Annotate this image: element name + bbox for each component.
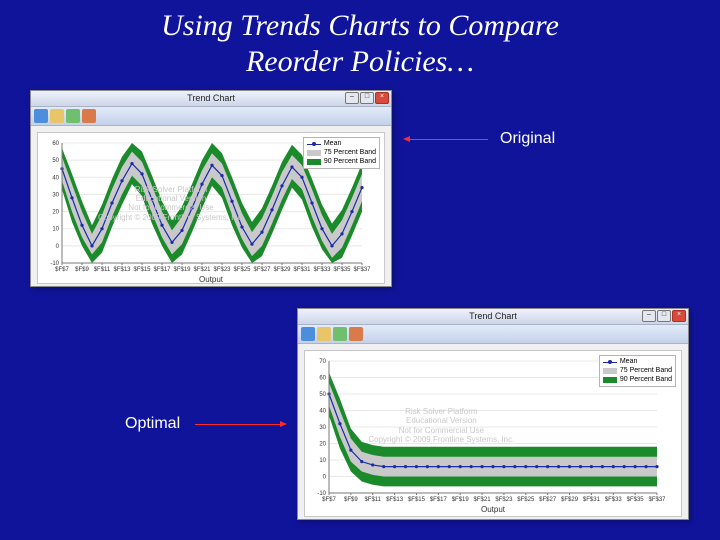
title-line-2: Reorder Policies… (246, 45, 474, 78)
svg-text:20: 20 (319, 442, 326, 448)
svg-text:$F$25: $F$25 (233, 267, 251, 273)
svg-text:50: 50 (52, 158, 59, 164)
svg-text:$F$15: $F$15 (133, 267, 151, 273)
svg-text:40: 40 (319, 409, 326, 415)
svg-text:$F$31: $F$31 (293, 267, 311, 273)
close-button[interactable]: × (672, 310, 686, 322)
toolbar-icon-0[interactable] (34, 109, 48, 123)
toolbar-icon-2[interactable] (66, 109, 80, 123)
chart-window-chart_top: Trend Chart–□×-100102030405060$F$7$F$9$F… (30, 90, 392, 287)
svg-text:$F$23: $F$23 (213, 267, 231, 273)
legend-swatch-band90 (307, 159, 321, 165)
svg-text:$F$19: $F$19 (173, 267, 191, 273)
svg-text:$F$21: $F$21 (474, 497, 492, 503)
svg-text:$F$13: $F$13 (113, 267, 131, 273)
legend-row-band75: 75 Percent Band (307, 149, 376, 158)
chart-window-chart_bottom: Trend Chart–□×-10010203040506070$F$7$F$9… (297, 308, 689, 520)
svg-text:40: 40 (52, 175, 59, 181)
legend-swatch-band90 (603, 377, 617, 383)
svg-text:$F$23: $F$23 (495, 497, 513, 503)
toolbar-icon-2[interactable] (333, 327, 347, 341)
svg-text:$F$37: $F$37 (648, 497, 666, 503)
svg-text:20: 20 (52, 210, 59, 216)
legend-swatch-mean (603, 362, 617, 363)
svg-text:$F$35: $F$35 (333, 267, 351, 273)
band-75 (329, 382, 657, 476)
svg-text:$F$11: $F$11 (94, 267, 111, 273)
svg-text:$F$7: $F$7 (322, 497, 336, 503)
svg-text:$F$27: $F$27 (539, 497, 557, 503)
svg-text:$F$7: $F$7 (55, 267, 69, 273)
toolbar-icon-0[interactable] (301, 327, 315, 341)
legend-label-mean: Mean (620, 358, 638, 367)
svg-text:$F$37: $F$37 (353, 267, 371, 273)
svg-text:0: 0 (323, 475, 327, 481)
svg-text:$F$9: $F$9 (344, 497, 358, 503)
svg-text:10: 10 (319, 458, 326, 464)
minimize-button[interactable]: – (345, 92, 359, 104)
svg-text:50: 50 (319, 392, 326, 398)
legend-swatch-mean (307, 144, 321, 145)
x-axis-title: Output (305, 505, 681, 514)
svg-text:60: 60 (319, 376, 326, 382)
legend-label-band90: 90 Percent Band (324, 158, 376, 167)
legend: Mean75 Percent Band90 Percent Band (303, 137, 380, 169)
svg-text:$F$21: $F$21 (193, 267, 211, 273)
arrow-optimal (195, 424, 280, 425)
svg-text:30: 30 (319, 425, 326, 431)
x-axis-title: Output (38, 275, 384, 284)
legend-swatch-band75 (307, 150, 321, 156)
arrow-original (410, 139, 488, 140)
svg-text:10: 10 (52, 227, 59, 233)
svg-text:30: 30 (52, 192, 59, 198)
legend-row-mean: Mean (603, 358, 672, 367)
toolbar-icon-1[interactable] (317, 327, 331, 341)
legend-row-band90: 90 Percent Band (307, 158, 376, 167)
chart-panel: -10010203040506070$F$7$F$9$F$11$F$13$F$1… (304, 350, 682, 517)
maximize-button[interactable]: □ (360, 92, 374, 104)
svg-text:$F$29: $F$29 (561, 497, 579, 503)
chart-panel: -100102030405060$F$7$F$9$F$11$F$13$F$15$… (37, 132, 385, 284)
title-line-1: Using Trends Charts to Compare (161, 9, 559, 42)
svg-text:$F$19: $F$19 (452, 497, 470, 503)
annotation-original: Original (500, 130, 555, 148)
legend-label-mean: Mean (324, 140, 342, 149)
svg-text:$F$17: $F$17 (153, 267, 171, 273)
svg-text:$F$15: $F$15 (408, 497, 426, 503)
window-toolbar (298, 325, 688, 344)
svg-text:$F$9: $F$9 (75, 267, 89, 273)
svg-text:$F$29: $F$29 (273, 267, 291, 273)
svg-text:$F$25: $F$25 (517, 497, 535, 503)
svg-text:$F$11: $F$11 (364, 497, 381, 503)
svg-text:$F$33: $F$33 (313, 267, 331, 273)
legend-swatch-band75 (603, 368, 617, 374)
window-titlebar: Trend Chart–□× (31, 91, 391, 107)
svg-text:0: 0 (56, 244, 60, 250)
legend-row-mean: Mean (307, 140, 376, 149)
toolbar-icon-3[interactable] (82, 109, 96, 123)
maximize-button[interactable]: □ (657, 310, 671, 322)
legend-label-band90: 90 Percent Band (620, 376, 672, 385)
svg-text:60: 60 (52, 141, 59, 147)
window-toolbar (31, 107, 391, 126)
legend-row-band90: 90 Percent Band (603, 376, 672, 385)
svg-text:$F$33: $F$33 (605, 497, 623, 503)
toolbar-icon-3[interactable] (349, 327, 363, 341)
legend-label-band75: 75 Percent Band (324, 149, 376, 158)
svg-text:$F$35: $F$35 (627, 497, 645, 503)
minimize-button[interactable]: – (642, 310, 656, 322)
svg-text:$F$31: $F$31 (583, 497, 601, 503)
svg-text:$F$17: $F$17 (430, 497, 448, 503)
close-button[interactable]: × (375, 92, 389, 104)
window-titlebar: Trend Chart–□× (298, 309, 688, 325)
legend: Mean75 Percent Band90 Percent Band (599, 355, 676, 387)
svg-text:$F$13: $F$13 (386, 497, 404, 503)
svg-text:$F$27: $F$27 (253, 267, 271, 273)
legend-label-band75: 75 Percent Band (620, 367, 672, 376)
legend-row-band75: 75 Percent Band (603, 367, 672, 376)
slide-title: Using Trends Charts to Compare Reorder P… (0, 8, 720, 80)
svg-text:70: 70 (319, 359, 326, 365)
annotation-optimal: Optimal (125, 415, 180, 433)
toolbar-icon-1[interactable] (50, 109, 64, 123)
